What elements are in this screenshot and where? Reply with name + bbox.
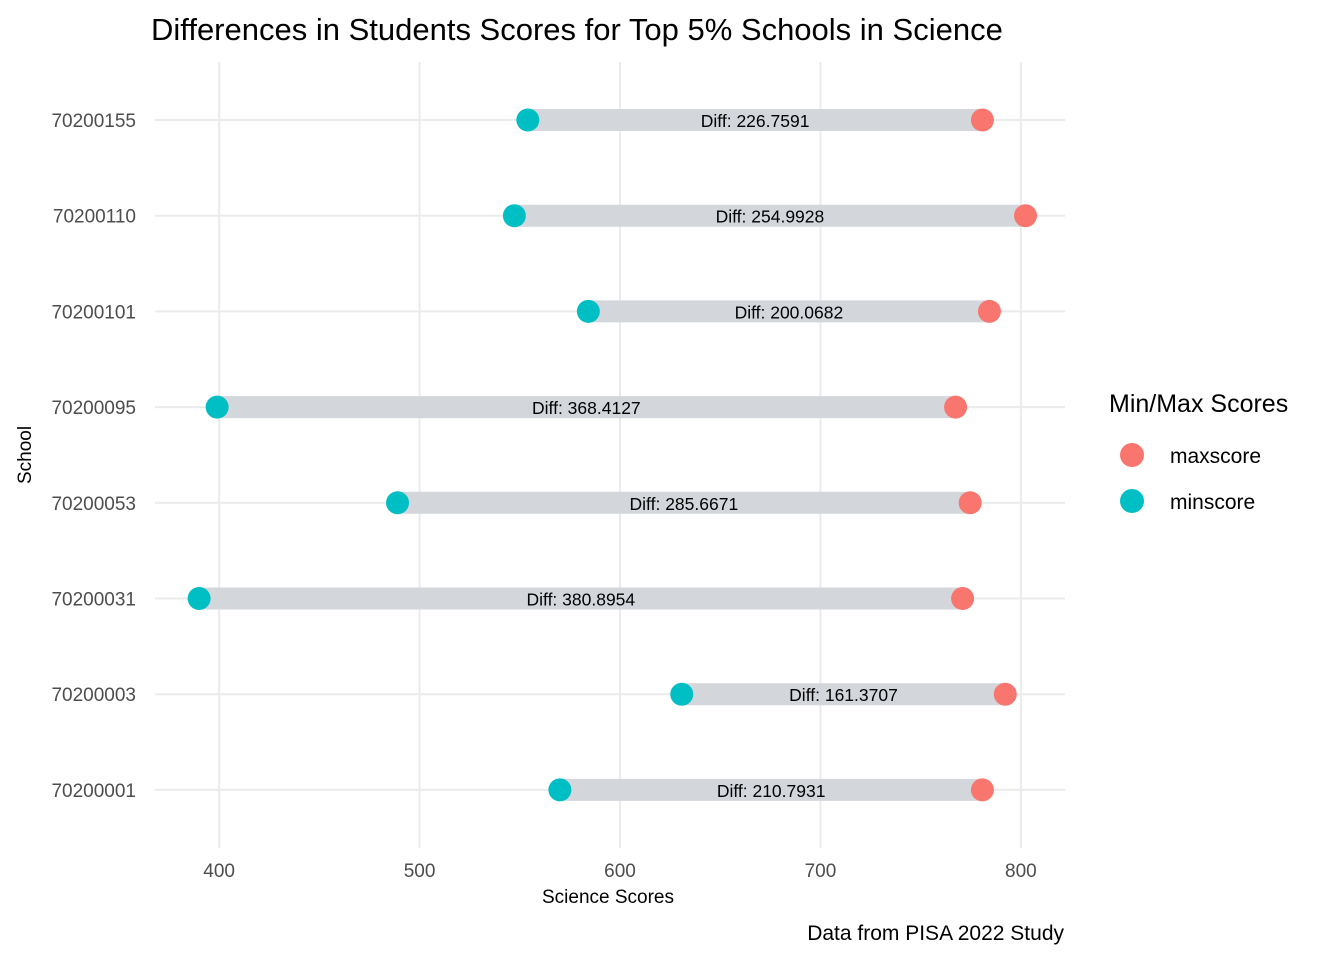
legend: Min/Max Scores maxscore minscore (1109, 390, 1288, 514)
x-tick-label: 400 (203, 861, 235, 882)
minscore-point (502, 204, 526, 228)
diff-labels: Diff: 226.7591 Diff: 254.9928 Diff: 200.06… (527, 111, 898, 801)
grid-lines (155, 62, 1065, 848)
maxscore-point (944, 395, 968, 419)
diff-label: Diff: 161.3707 (789, 685, 898, 705)
minscore-point (187, 587, 211, 610)
range-segments (199, 109, 1026, 801)
x-tick-label: 500 (404, 861, 436, 882)
y-tick-label: 70200003 (51, 685, 136, 706)
y-tick-label: 70200053 (51, 494, 136, 515)
minscore-point (386, 491, 410, 515)
chart-title: Differences in Students Scores for Top 5… (151, 12, 1003, 47)
diff-label: Diff: 210.7931 (717, 781, 826, 801)
legend-title: Min/Max Scores (1109, 390, 1288, 418)
maxscore-point (958, 491, 982, 515)
y-tick-label: 70200101 (51, 302, 136, 323)
x-tick-label: 800 (1005, 861, 1037, 882)
diff-label: Diff: 285.6671 (630, 494, 739, 514)
diff-label: Diff: 254.9928 (716, 207, 825, 227)
maxscore-point (951, 587, 975, 610)
y-tick-label: 70200155 (51, 111, 136, 132)
y-tick-label: 70200001 (51, 781, 136, 802)
diff-label: Diff: 380.8954 (527, 590, 636, 610)
minscore-point (670, 682, 694, 706)
diff-label: Diff: 226.7591 (701, 111, 810, 131)
minscore-point (576, 299, 600, 323)
x-axis-title: Science Scores (542, 887, 674, 908)
x-tick-label: 600 (604, 861, 636, 882)
y-tick-label: 70200095 (51, 398, 136, 419)
maxscore-point (970, 778, 994, 802)
x-tick-label: 700 (805, 861, 837, 882)
y-tick-label: 70200110 (53, 207, 136, 228)
legend-items: maxscore minscore (1120, 443, 1261, 514)
x-axis-ticks: 400 500 600 700 800 (203, 861, 1036, 882)
legend-key-maxscore (1120, 443, 1144, 467)
legend-label-maxscore: maxscore (1170, 445, 1261, 468)
maxscore-point (970, 108, 994, 132)
maxscore-point (977, 299, 1001, 323)
y-axis-title: School (15, 426, 36, 484)
score-points (187, 108, 1038, 802)
minscore-point (516, 108, 540, 132)
y-tick-label: 70200031 (51, 590, 136, 611)
maxscore-point (1014, 204, 1038, 228)
caption: Data from PISA 2022 Study (807, 922, 1064, 945)
minscore-point (548, 778, 572, 802)
diff-label: Diff: 200.0682 (735, 302, 844, 322)
y-axis-ticks: 70200155 70200110 70200101 70200095 70200053… (51, 111, 136, 802)
maxscore-point (993, 682, 1017, 706)
legend-label-minscore: minscore (1170, 491, 1255, 514)
diff-label: Diff: 368.4127 (532, 398, 641, 418)
legend-key-minscore (1120, 489, 1144, 513)
minscore-point (205, 395, 229, 419)
